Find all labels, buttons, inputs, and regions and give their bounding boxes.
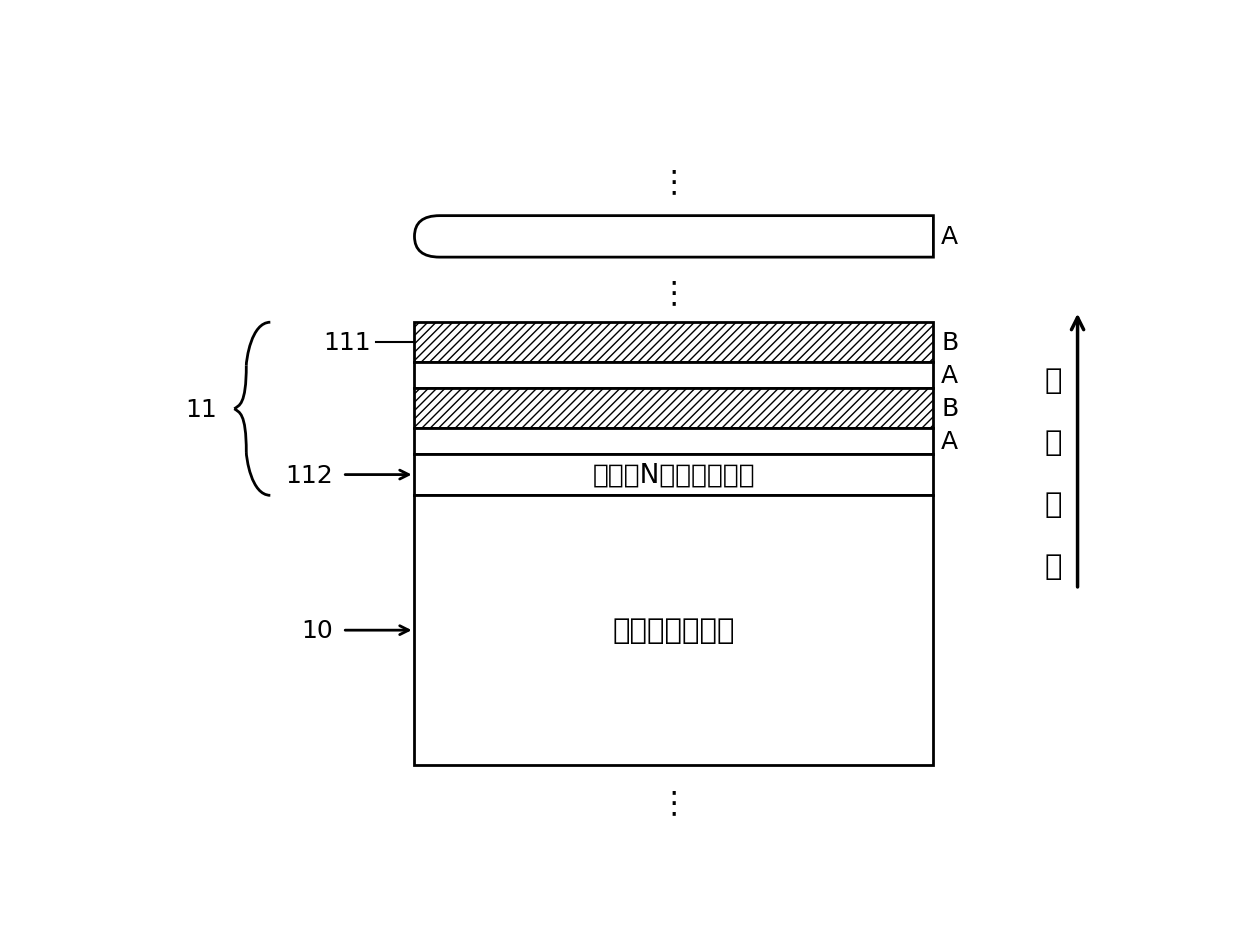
- Bar: [414, 496, 934, 766]
- Bar: [414, 363, 934, 389]
- Text: 111: 111: [324, 331, 371, 354]
- Text: 向: 向: [1045, 367, 1063, 394]
- Text: 11: 11: [186, 397, 217, 421]
- Text: B: B: [941, 331, 959, 354]
- Text: A: A: [941, 364, 959, 388]
- Text: A: A: [941, 430, 959, 454]
- Bar: [414, 429, 934, 455]
- Text: ⋮: ⋮: [658, 168, 689, 198]
- Text: ⋮: ⋮: [658, 789, 689, 818]
- Text: 112: 112: [285, 463, 332, 487]
- Text: B: B: [941, 396, 959, 420]
- Bar: [414, 323, 934, 363]
- PathPatch shape: [414, 216, 934, 258]
- Text: 长: 长: [1045, 490, 1063, 519]
- Text: A: A: [941, 226, 959, 249]
- Text: 方: 方: [1045, 429, 1063, 457]
- Bar: [414, 389, 934, 429]
- Text: 生: 生: [1045, 552, 1063, 580]
- Text: 晶格失配子电池: 晶格失配子电池: [613, 616, 735, 644]
- Text: 10: 10: [301, 618, 332, 642]
- Text: ⋮: ⋮: [658, 279, 689, 308]
- Text: 隙穿结N型掺杂功能层: 隙穿结N型掺杂功能层: [593, 462, 755, 488]
- Bar: [414, 455, 934, 496]
